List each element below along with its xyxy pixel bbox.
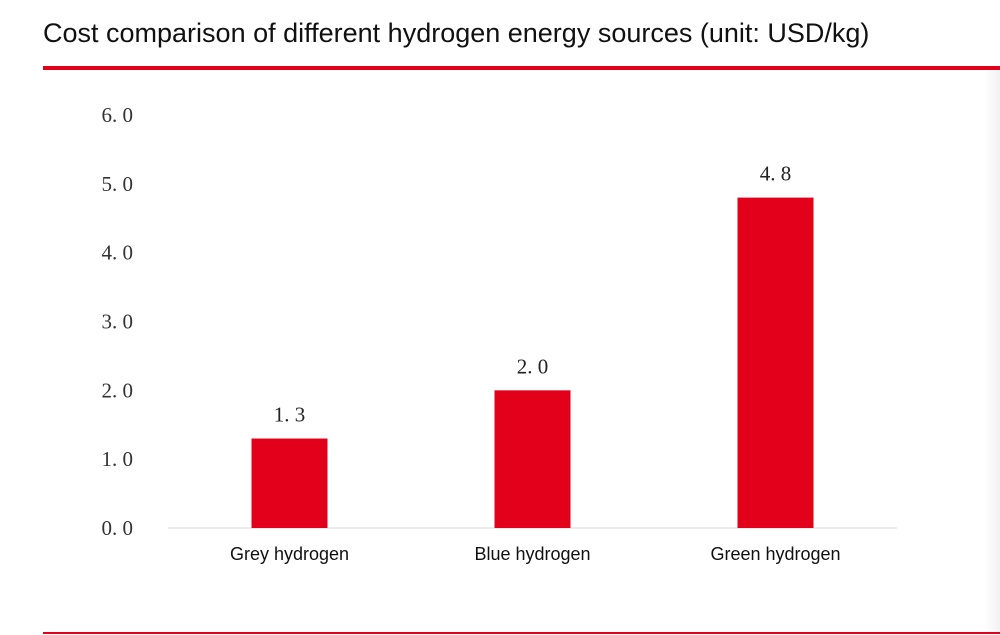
bar-grey-hydrogen: [251, 438, 328, 528]
y-tick-label: 4. 0: [102, 241, 134, 265]
category-label: Grey hydrogen: [230, 544, 349, 564]
y-tick-label: 1. 0: [102, 447, 134, 471]
y-tick-label: 3. 0: [102, 310, 134, 334]
y-tick-label: 6. 0: [102, 103, 134, 127]
bar-blue-hydrogen: [494, 390, 571, 528]
value-label: 1. 3: [274, 403, 306, 427]
value-label: 4. 8: [760, 162, 792, 186]
value-labels: 1. 3 2. 0 4. 8: [274, 162, 792, 427]
right-edge-shadow: [984, 70, 1000, 632]
bar-green-hydrogen: [737, 197, 814, 528]
y-tick-label: 2. 0: [102, 378, 134, 402]
category-labels: Grey hydrogen Blue hydrogen Green hydrogen: [230, 544, 841, 564]
bars: [251, 197, 814, 528]
footer-rule: [43, 632, 1000, 634]
category-label: Blue hydrogen: [474, 544, 590, 564]
y-tick-label: 5. 0: [102, 172, 134, 196]
page-title: Cost comparison of different hydrogen en…: [43, 18, 870, 48]
y-axis-tick-labels: 0. 0 1. 0 2. 0 3. 0 4. 0 5. 0 6. 0: [102, 103, 134, 540]
title-underline: [43, 66, 1000, 70]
value-label: 2. 0: [517, 354, 549, 378]
category-label: Green hydrogen: [710, 544, 840, 564]
y-tick-label: 0. 0: [102, 516, 134, 540]
